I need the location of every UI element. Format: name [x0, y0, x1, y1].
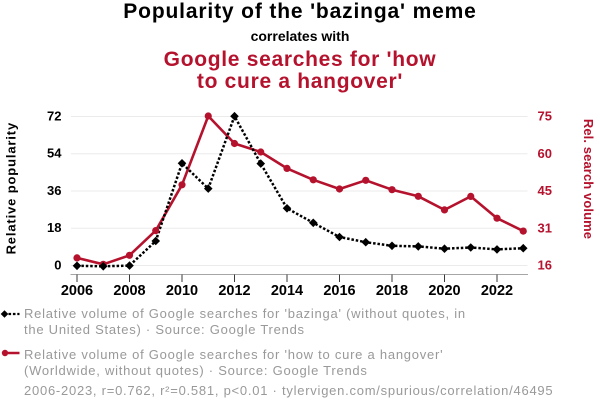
svg-text:2008: 2008 [113, 283, 145, 299]
svg-text:72: 72 [47, 108, 61, 123]
svg-text:2014: 2014 [271, 283, 303, 299]
svg-text:Relative popularity: Relative popularity [3, 122, 18, 254]
svg-text:31: 31 [538, 220, 552, 235]
svg-text:75: 75 [538, 109, 552, 124]
svg-text:2006: 2006 [61, 283, 93, 299]
svg-text:2010: 2010 [166, 283, 198, 299]
svg-text:2018: 2018 [376, 283, 408, 299]
svg-text:45: 45 [538, 183, 552, 198]
svg-text:2016: 2016 [323, 283, 355, 299]
svg-text:2012: 2012 [218, 283, 250, 299]
svg-text:Rel. search volume: Rel. search volume [581, 119, 596, 239]
svg-text:36: 36 [47, 183, 61, 198]
svg-text:16: 16 [538, 258, 552, 273]
svg-text:0: 0 [54, 257, 61, 272]
svg-text:2020: 2020 [428, 283, 460, 299]
svg-text:18: 18 [47, 220, 61, 235]
svg-text:54: 54 [47, 146, 62, 161]
svg-text:60: 60 [538, 146, 552, 161]
svg-text:2022: 2022 [481, 283, 513, 299]
